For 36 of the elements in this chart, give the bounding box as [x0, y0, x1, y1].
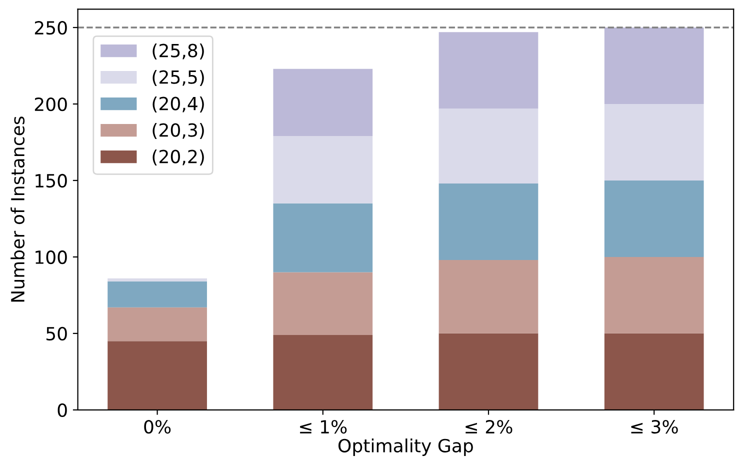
bar [604, 333, 704, 410]
bar [438, 184, 538, 260]
x-tick-label: ≤ 1% [300, 420, 347, 434]
y-tick-label: 100 [36, 250, 67, 264]
bar [438, 108, 538, 184]
legend-label: (25,5) [152, 70, 204, 86]
legend-label: (25,8) [152, 43, 204, 60]
bar [438, 333, 538, 410]
bar [273, 136, 373, 204]
x-axis-title: Optimality Gap [338, 438, 473, 456]
y-tick-label: 50 [46, 326, 67, 341]
bar [438, 260, 538, 334]
y-tick-label: 0 [58, 403, 67, 418]
x-tick-label: ≤ 2% [466, 420, 512, 434]
bar [108, 278, 207, 282]
x-tick-label: 0% [144, 420, 171, 434]
y-tick-label: 250 [34, 20, 67, 35]
bar [108, 281, 207, 308]
bar [273, 272, 373, 335]
bar [108, 341, 207, 410]
y-tick-label: 150 [36, 174, 67, 188]
bar [438, 32, 538, 109]
bar [604, 28, 704, 104]
legend-label: (20,3) [152, 122, 204, 140]
bar [273, 334, 373, 410]
bar [604, 180, 704, 257]
bar [273, 68, 373, 136]
bar [108, 307, 207, 342]
bar [604, 104, 704, 180]
x-tick-label: ≤ 3% [631, 420, 678, 434]
bar [604, 256, 704, 334]
legend-label: (20,2) [152, 149, 204, 166]
bar [273, 203, 373, 272]
y-axis-title: Number of Instances [10, 116, 25, 302]
legend-label: (20,4) [152, 96, 204, 113]
y-tick-label: 200 [34, 97, 67, 112]
